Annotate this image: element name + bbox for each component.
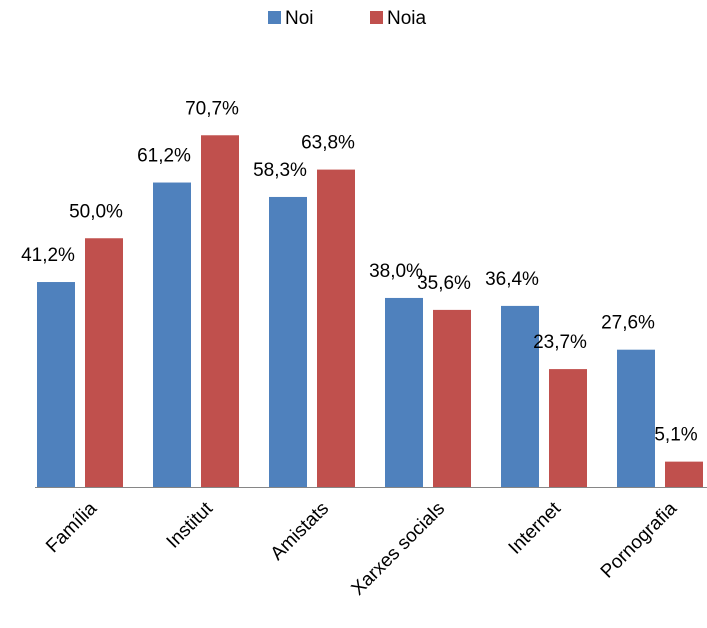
- bar: [153, 182, 191, 487]
- value-label: 63,8%: [301, 133, 355, 154]
- value-label: 5,1%: [654, 425, 697, 446]
- value-label: 70,7%: [185, 98, 239, 119]
- legend-swatch: [268, 11, 281, 24]
- x-tick-label: Família: [42, 498, 101, 557]
- bar: [665, 461, 703, 487]
- value-label: 58,3%: [253, 160, 307, 181]
- bar: [201, 135, 239, 487]
- bar: [269, 196, 307, 487]
- bar: [37, 282, 75, 487]
- x-tick-label: Internet: [505, 498, 566, 559]
- value-label: 61,2%: [137, 146, 191, 167]
- x-tick-label: Xarxes socials: [348, 498, 449, 599]
- value-label: 23,7%: [533, 332, 587, 353]
- bar: [385, 297, 423, 487]
- value-label: 35,6%: [417, 273, 471, 294]
- x-tick-label: Pornografia: [597, 498, 682, 583]
- bar: [549, 369, 587, 487]
- x-tick-label: Amistats: [267, 498, 333, 564]
- x-tick-label: Institut: [163, 498, 218, 553]
- legend-label: Noia: [387, 8, 427, 29]
- value-label: 50,0%: [69, 201, 123, 222]
- bar: [501, 305, 539, 487]
- value-label: 27,6%: [601, 313, 655, 334]
- legend-label: Noi: [285, 8, 314, 29]
- bar: [433, 309, 471, 487]
- value-label: 38,0%: [369, 261, 423, 282]
- legend-swatch: [370, 11, 383, 24]
- value-label: 41,2%: [21, 245, 75, 266]
- value-label: 36,4%: [485, 269, 539, 290]
- bar: [85, 238, 123, 487]
- bar: [317, 169, 355, 487]
- bar: [617, 349, 655, 487]
